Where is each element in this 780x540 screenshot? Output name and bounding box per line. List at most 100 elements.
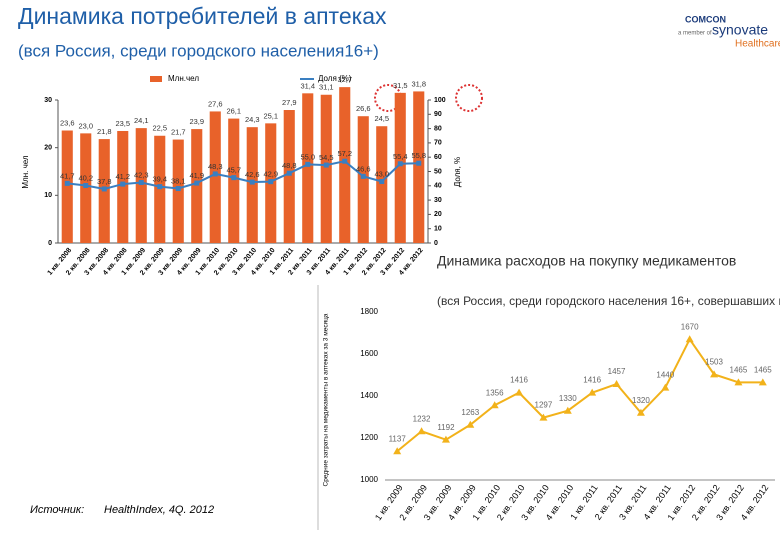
y-tick-label: 0 [48, 240, 52, 247]
data-label: 27,6 [208, 99, 223, 108]
bar [209, 111, 221, 243]
bar [394, 92, 406, 243]
data-label: 1416 [583, 376, 601, 385]
point [286, 170, 292, 176]
y2-tick-label: 30 [434, 197, 442, 204]
data-label: 39,4 [152, 175, 167, 184]
data-label: 54,5 [319, 153, 334, 162]
data-label: 42,6 [245, 170, 260, 179]
data-label: 27,9 [282, 98, 297, 107]
bar [357, 116, 369, 243]
point [231, 175, 237, 181]
y2-tick-label: 100 [434, 97, 446, 104]
point [588, 388, 597, 396]
point [397, 161, 403, 167]
y-axis-label: Средние затраты на медикаменты в аптеках… [323, 313, 330, 486]
y2-tick-label: 60 [434, 154, 442, 161]
data-label: 46,6 [356, 164, 371, 173]
legend-label: Доля (%) [318, 74, 352, 83]
bar [339, 87, 351, 243]
point [710, 370, 719, 378]
data-label: 41,9 [189, 171, 204, 180]
data-label: 1670 [681, 322, 699, 331]
bar [283, 110, 295, 243]
point [539, 413, 548, 421]
data-label: 1137 [389, 434, 407, 443]
y-tick-label: 10 [44, 192, 52, 199]
data-label: 41,7 [60, 171, 75, 180]
y2-tick-label: 20 [434, 211, 442, 218]
data-label: 23,6 [60, 118, 75, 127]
bar [61, 130, 73, 243]
data-label: 24,5 [374, 114, 389, 123]
data-label: 1320 [632, 396, 650, 405]
highlight [455, 84, 483, 112]
logo-brand: COMCON [685, 14, 726, 24]
point [734, 378, 743, 386]
data-label: 1356 [486, 388, 504, 397]
legend-label: Млн.чел [168, 74, 199, 83]
data-label: 1503 [705, 357, 723, 366]
chart-subtitle: (вся Россия, среди городского населения … [437, 294, 780, 308]
data-label: 1297 [535, 401, 553, 410]
data-label: 25,1 [263, 111, 278, 120]
chart-title: Динамика расходов на покупку медикаменто… [437, 253, 736, 269]
data-label: 24,1 [134, 116, 149, 125]
point [393, 447, 402, 455]
point [360, 173, 366, 179]
bar [413, 91, 425, 243]
data-label: 21,7 [171, 128, 186, 137]
data-label: 32,7 [337, 75, 352, 84]
data-label: 57,2 [337, 149, 352, 158]
data-label: 55,4 [393, 152, 408, 161]
y2-tick-label: 50 [434, 168, 442, 175]
data-label: 1465 [730, 365, 748, 374]
data-label: 23,9 [189, 117, 204, 126]
point [490, 401, 499, 409]
point [466, 420, 475, 428]
point [417, 427, 426, 435]
y2-tick-label: 10 [434, 226, 442, 233]
bar [154, 135, 166, 243]
bar [302, 93, 314, 244]
data-label: 55,8 [411, 151, 426, 160]
point [305, 161, 311, 167]
subtitle: (вся Россия, среди городского населения1… [18, 41, 379, 60]
point [636, 408, 645, 416]
y-tick-label: 1400 [360, 391, 378, 400]
y-tick-label: 20 [44, 145, 52, 152]
point [268, 179, 274, 185]
y-tick-label: 1600 [360, 349, 378, 358]
data-label: 31,1 [319, 83, 334, 92]
data-label: 1330 [559, 394, 577, 403]
line [67, 160, 419, 190]
data-label: 38,1 [171, 177, 186, 186]
data-label: 22,5 [152, 124, 167, 133]
source-text: HealthIndex, 4Q. 2012 [104, 504, 214, 516]
bar [172, 139, 184, 243]
y2-tick-label: 40 [434, 183, 442, 190]
logo-name: synovate [712, 22, 768, 38]
point [323, 162, 329, 168]
point [64, 180, 70, 186]
point [661, 383, 670, 391]
data-label: 41,2 [115, 172, 130, 181]
bar [320, 94, 332, 243]
point [612, 380, 621, 388]
legend-swatch [150, 76, 162, 82]
point [563, 406, 572, 414]
point [101, 186, 107, 192]
data-label: 1232 [413, 414, 431, 423]
data-label: 55,0 [300, 152, 315, 161]
bar [376, 126, 388, 243]
data-label: 1457 [608, 367, 626, 376]
data-label: 21,8 [97, 127, 112, 136]
data-label: 1263 [461, 408, 479, 417]
data-label: 26,1 [226, 107, 241, 116]
point [83, 183, 89, 189]
bar [117, 130, 129, 243]
point [194, 180, 200, 186]
data-label: 1465 [754, 365, 772, 374]
line [396, 337, 763, 453]
y-tick-label: 1000 [360, 475, 378, 484]
